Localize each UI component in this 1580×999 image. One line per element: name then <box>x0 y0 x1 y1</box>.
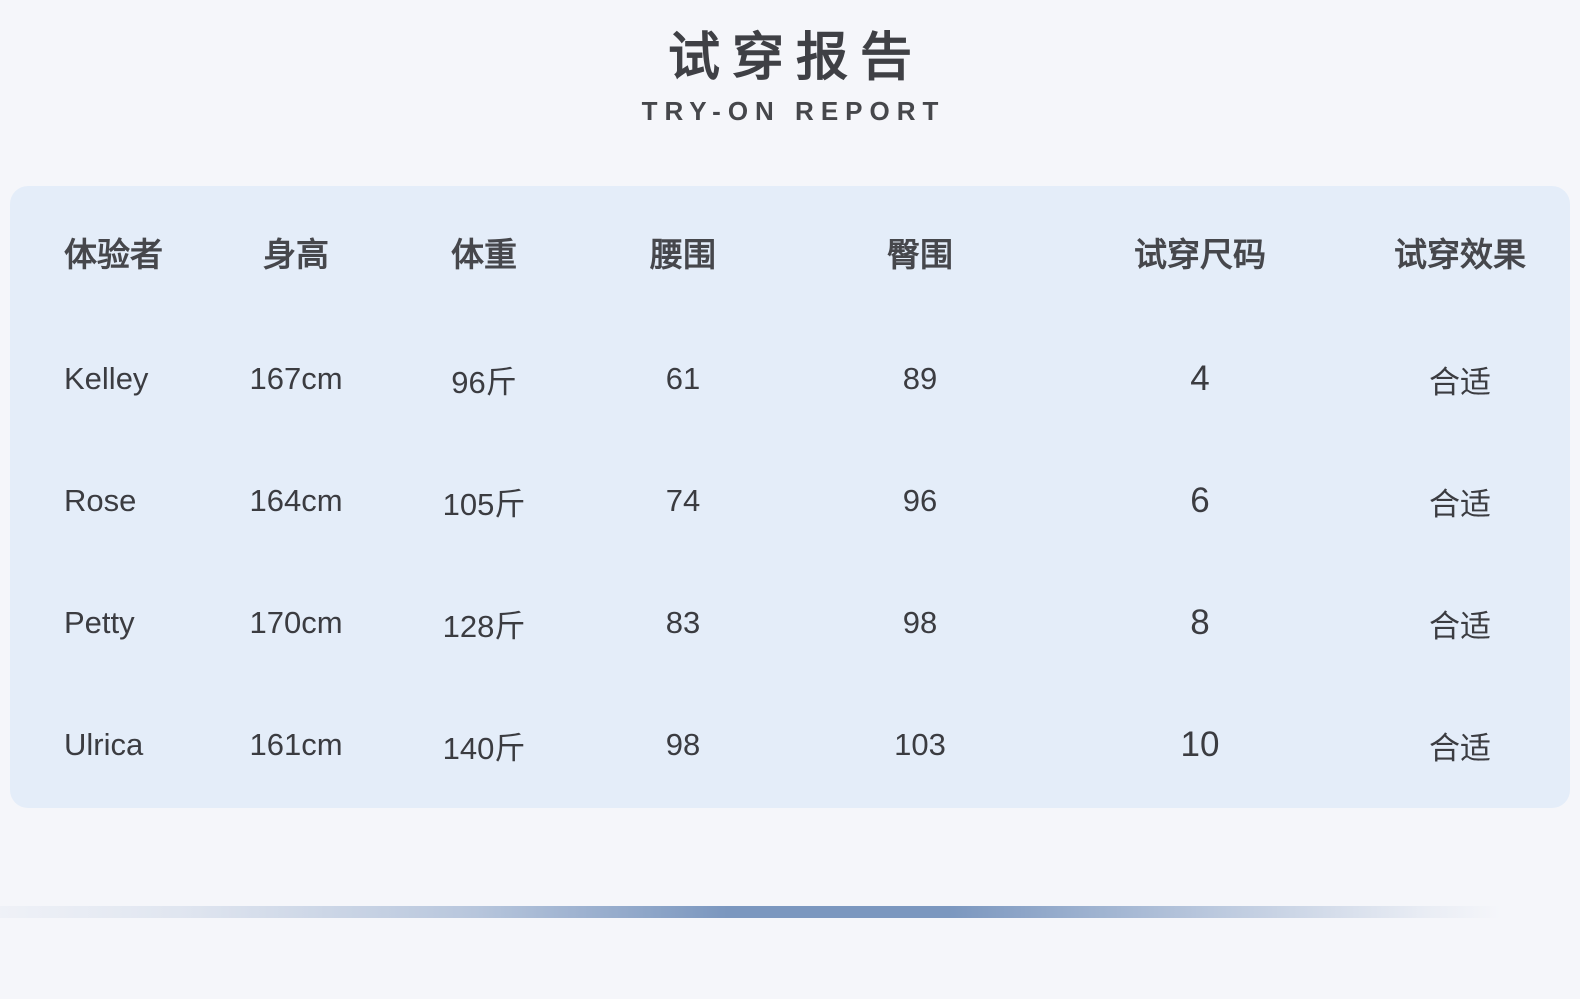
report-table: 体验者 身高 体重 腰围 臀围 试穿尺码 试穿效果 Kelley 167cm 96斤 61 89 4 合适… <box>10 186 1570 808</box>
report-card: 体验者 身高 体重 腰围 臀围 试穿尺码 试穿效果 Kelley 167cm 96斤 61 89 4 合适… <box>10 186 1570 808</box>
cell-height: 164cm <box>249 483 343 518</box>
cell-size: 10 <box>1180 725 1220 764</box>
cell-size: 6 <box>1190 481 1210 520</box>
cell-tester: Rose <box>64 483 137 518</box>
page-title: 试穿报告 <box>667 29 924 87</box>
cell-hip: 98 <box>902 605 938 640</box>
column-header-weight: 体重 <box>451 236 517 273</box>
cell-weight: 140斤 <box>442 730 526 766</box>
cell-effect: 合适 <box>1429 608 1491 644</box>
cell-hip: 96 <box>902 483 938 518</box>
accent-bar <box>0 906 1580 918</box>
page-header: 试穿报告 TRY-ON REPORT <box>0 0 1580 126</box>
cell-effect: 合适 <box>1429 486 1491 522</box>
cell-hip: 103 <box>894 727 946 762</box>
cell-waist: 61 <box>665 361 701 396</box>
column-header-tester: 体验者 <box>64 236 163 273</box>
cell-tester: Kelley <box>64 361 149 396</box>
cell-tester: Petty <box>64 605 135 640</box>
column-header-height: 身高 <box>263 236 329 273</box>
cell-waist: 83 <box>665 605 701 640</box>
cell-waist: 74 <box>665 483 701 518</box>
cell-effect: 合适 <box>1429 364 1491 400</box>
cell-waist: 98 <box>665 727 701 762</box>
page-subtitle: TRY-ON REPORT <box>641 96 946 126</box>
cell-weight: 105斤 <box>442 486 526 522</box>
cell-size: 4 <box>1190 359 1210 398</box>
cell-height: 161cm <box>249 727 343 762</box>
cell-weight: 128斤 <box>442 608 526 644</box>
column-header-size: 试穿尺码 <box>1134 236 1266 273</box>
cell-height: 167cm <box>249 361 343 396</box>
cell-weight: 96斤 <box>451 364 517 400</box>
cell-size: 8 <box>1190 603 1210 642</box>
column-header-effect: 试穿效果 <box>1394 236 1526 273</box>
cell-hip: 89 <box>902 361 938 396</box>
cell-tester: Ulrica <box>64 727 144 762</box>
column-header-waist: 腰围 <box>650 236 716 273</box>
cell-height: 170cm <box>249 605 343 640</box>
cell-effect: 合适 <box>1429 730 1491 766</box>
column-header-hip: 臀围 <box>887 236 953 273</box>
